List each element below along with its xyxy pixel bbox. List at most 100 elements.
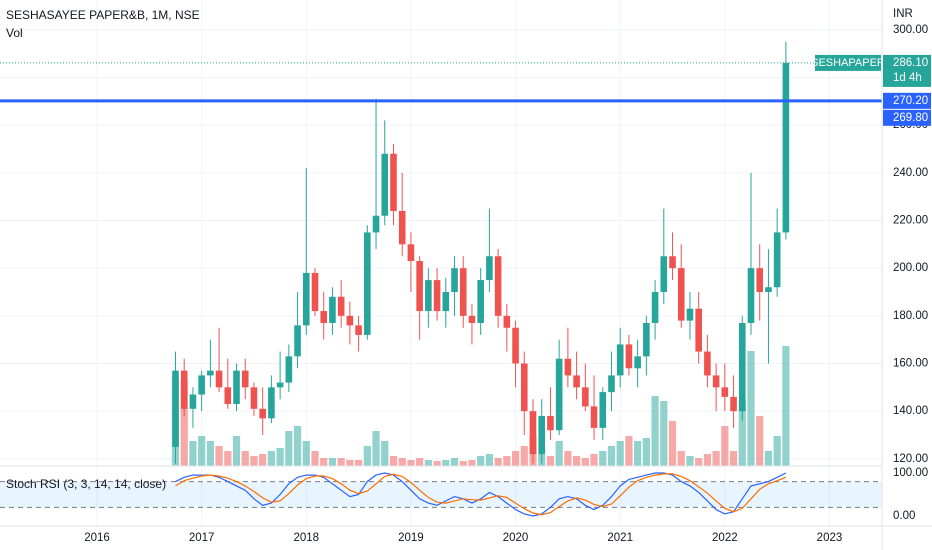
- volume-bar: [363, 446, 371, 466]
- volume-bar: [285, 431, 293, 466]
- marks: [0, 41, 882, 517]
- candle-body: [547, 415, 554, 431]
- stoch-line: [175, 473, 787, 516]
- candle-body: [355, 325, 362, 335]
- volume-bar: [782, 346, 790, 466]
- candle-body: [486, 256, 493, 281]
- candle-body: [346, 315, 354, 326]
- candle-body: [329, 296, 336, 323]
- volume-bar: [520, 446, 528, 466]
- candle-body: [311, 272, 319, 312]
- candle-body: [398, 210, 406, 245]
- candle-body: [634, 356, 641, 369]
- volume-bar: [416, 458, 424, 466]
- volume-bar: [494, 458, 502, 466]
- volume-bar: [442, 460, 450, 466]
- currency-label: INR: [893, 8, 913, 20]
- x-tick-label: 2021: [607, 532, 633, 544]
- volume-bar: [599, 451, 607, 466]
- candle-body: [651, 291, 659, 323]
- volume-bar: [607, 446, 616, 466]
- candle-body: [721, 387, 729, 397]
- candle-body: [747, 268, 755, 323]
- candle-body: [468, 315, 476, 323]
- stoch-tick-label: 0.00: [893, 510, 915, 522]
- candle-body: [773, 232, 781, 288]
- candle-body: [643, 322, 650, 357]
- candle-body: [590, 406, 598, 428]
- candle-body: [660, 256, 668, 292]
- volume-bar: [433, 461, 441, 466]
- volume-bar: [660, 401, 668, 466]
- y-tick-label: 240.00: [893, 167, 928, 179]
- volume-bar: [729, 451, 738, 466]
- y-tick-label: 180.00: [893, 310, 928, 322]
- volume-bar: [642, 438, 650, 466]
- x-tick-label: 2020: [503, 532, 529, 544]
- candle-body: [442, 291, 450, 312]
- candle-body: [189, 394, 197, 409]
- volume-bar: [206, 441, 214, 466]
- volume-bar: [485, 454, 493, 466]
- candle-body: [730, 396, 737, 412]
- labels: 120.00 140.00 160.00 180.00 200.00 220.00 240.…: [84, 24, 931, 544]
- candle-body: [425, 280, 432, 312]
- volume-bar: [381, 441, 389, 466]
- x-tick-label: 2022: [712, 532, 738, 544]
- volume-bar: [250, 456, 258, 466]
- volume-bar: [581, 458, 589, 466]
- candle-body: [407, 244, 415, 262]
- candle-body: [459, 268, 467, 316]
- volume-bar: [546, 456, 555, 466]
- symbol-tag-bg: [815, 54, 881, 71]
- volume-bar: [668, 421, 677, 466]
- candle-body: [529, 411, 537, 455]
- candle-body: [616, 344, 624, 376]
- volume-bar: [198, 436, 206, 466]
- volume-bar: [293, 426, 302, 466]
- volume-bar: [573, 456, 581, 466]
- volume-bar: [320, 458, 328, 466]
- y-tick-label: 160.00: [893, 358, 928, 370]
- candle-body: [241, 370, 249, 388]
- volume-bar: [625, 436, 633, 466]
- candle-body: [599, 392, 607, 428]
- y-tick-label: 120.00: [893, 453, 928, 465]
- volume-bar: [224, 451, 232, 466]
- candle-body: [686, 308, 694, 321]
- volume-bar: [764, 451, 773, 466]
- x-tick-label: 2019: [398, 532, 424, 544]
- candle-body: [756, 268, 764, 292]
- volume-bar: [477, 456, 485, 466]
- volume-bar: [747, 351, 755, 466]
- volume-bar: [503, 456, 511, 466]
- level-label: 269.80: [893, 112, 928, 124]
- stoch-title: Stoch RSI (3, 3, 14, 14, close): [6, 477, 166, 491]
- candle-body: [477, 280, 484, 323]
- volume-bar: [398, 458, 406, 466]
- volume-bar: [337, 458, 345, 466]
- volume-bar: [372, 431, 380, 466]
- y-tick-label: 140.00: [893, 405, 928, 417]
- volume-bar: [407, 460, 415, 466]
- volume-bar: [616, 441, 624, 466]
- y-tick-label: 220.00: [893, 215, 928, 227]
- volume-bar: [355, 460, 363, 466]
- candle-body: [512, 327, 519, 364]
- candle-body: [207, 370, 214, 376]
- last-price-bg: [883, 54, 931, 87]
- candle-body: [337, 296, 345, 316]
- candle-body: [268, 387, 275, 419]
- volume-bar: [267, 451, 275, 466]
- chart-title: SESHASAYEE PAPER&B, 1M, NSE: [6, 8, 200, 22]
- candle-body: [294, 325, 301, 357]
- candle-body: [503, 315, 511, 328]
- candle-body: [669, 256, 676, 269]
- volume-bar: [311, 451, 319, 466]
- volume-bar: [677, 451, 685, 466]
- volume-bar: [468, 460, 476, 466]
- candle-body: [250, 387, 258, 409]
- candle-body: [198, 375, 205, 395]
- x-tick-label: 2017: [189, 532, 215, 544]
- candle-body: [625, 344, 633, 369]
